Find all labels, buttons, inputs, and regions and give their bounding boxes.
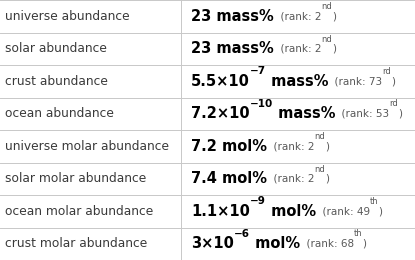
Text: (rank: 2: (rank: 2 <box>267 141 315 151</box>
Text: 3×10: 3×10 <box>191 236 234 251</box>
Text: 7.2 mol%: 7.2 mol% <box>191 139 267 154</box>
Text: 7.4 mol%: 7.4 mol% <box>191 171 267 186</box>
Text: mass%: mass% <box>273 106 335 121</box>
Text: −7: −7 <box>250 67 266 76</box>
Text: (rank: 49: (rank: 49 <box>316 206 370 216</box>
Text: 1.1×10: 1.1×10 <box>191 204 250 219</box>
Text: mol%: mol% <box>250 236 300 251</box>
Text: 23 mass%: 23 mass% <box>191 9 273 24</box>
Text: solar molar abundance: solar molar abundance <box>5 172 146 185</box>
Text: ): ) <box>391 76 395 86</box>
Text: crust molar abundance: crust molar abundance <box>5 237 147 250</box>
Text: (rank: 2: (rank: 2 <box>267 174 315 184</box>
Text: (rank: 2: (rank: 2 <box>273 11 321 21</box>
Text: ocean abundance: ocean abundance <box>5 107 114 120</box>
Text: nd: nd <box>321 35 332 43</box>
Text: nd: nd <box>315 165 325 173</box>
Text: ): ) <box>325 174 329 184</box>
Text: solar abundance: solar abundance <box>5 42 107 55</box>
Text: (rank: 2: (rank: 2 <box>273 44 321 54</box>
Text: ocean molar abundance: ocean molar abundance <box>5 205 153 218</box>
Text: rd: rd <box>383 67 391 76</box>
Text: ): ) <box>325 141 329 151</box>
Text: ): ) <box>332 44 336 54</box>
Text: ): ) <box>378 206 383 216</box>
Text: mol%: mol% <box>266 204 316 219</box>
Text: universe molar abundance: universe molar abundance <box>5 140 169 153</box>
Text: mass%: mass% <box>266 74 328 89</box>
Text: −6: −6 <box>234 229 250 239</box>
Text: 7.2×10: 7.2×10 <box>191 106 249 121</box>
Text: (rank: 73: (rank: 73 <box>328 76 383 86</box>
Text: th: th <box>370 197 378 206</box>
Text: rd: rd <box>389 100 398 108</box>
Text: crust abundance: crust abundance <box>5 75 108 88</box>
Text: ): ) <box>332 11 336 21</box>
Text: ): ) <box>363 239 366 249</box>
Text: (rank: 53: (rank: 53 <box>335 109 389 119</box>
Text: −10: −10 <box>249 99 273 109</box>
Text: −9: −9 <box>250 197 266 206</box>
Text: ): ) <box>398 109 402 119</box>
Text: (rank: 68: (rank: 68 <box>300 239 354 249</box>
Text: universe abundance: universe abundance <box>5 10 129 23</box>
Text: 5.5×10: 5.5×10 <box>191 74 250 89</box>
Text: nd: nd <box>315 132 325 141</box>
Text: nd: nd <box>321 2 332 11</box>
Text: 23 mass%: 23 mass% <box>191 41 273 56</box>
Text: th: th <box>354 230 363 238</box>
